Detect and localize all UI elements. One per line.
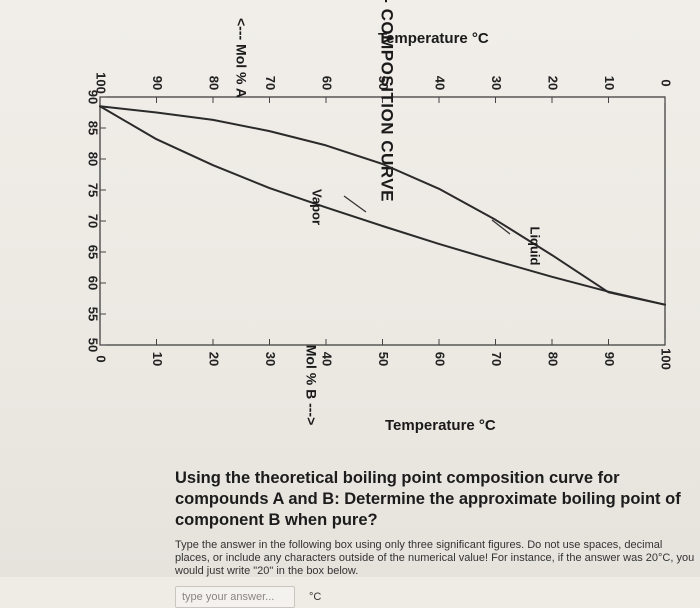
x-top-tick-label: 50 — [376, 76, 391, 90]
question-block: Using the theoretical boiling point comp… — [175, 468, 695, 608]
x-tick-label: 50 — [376, 352, 391, 366]
y-tick-label: 55 — [86, 307, 101, 321]
y-tick-label: 50 — [86, 338, 101, 352]
leader-liquid — [491, 219, 511, 235]
answer-input[interactable] — [175, 586, 295, 608]
x-tick-label: 90 — [602, 352, 617, 366]
x-top-tick-label: 100 — [94, 72, 109, 94]
x-tick-label: 80 — [546, 352, 561, 366]
y-tick-label: 60 — [86, 276, 101, 290]
series-line-vapor — [99, 105, 666, 306]
question-instructions: Type the answer in the following box usi… — [175, 539, 695, 577]
x-top-tick-label: 40 — [433, 76, 448, 90]
y-tick-label: 90 — [86, 90, 101, 104]
series-line-liquid — [99, 105, 666, 306]
x-tick-label: 70 — [489, 352, 504, 366]
y-tick-label: 85 — [86, 121, 101, 135]
x-axis-label: Mol % B ---> — [303, 345, 319, 426]
y-tick-label: 80 — [86, 152, 101, 166]
x-top-tick-label: 10 — [602, 76, 617, 90]
question-title: Using the theoretical boiling point comp… — [175, 469, 681, 529]
x-top-tick-label: 20 — [546, 76, 561, 90]
x-tick-label: 10 — [150, 352, 165, 366]
x-top-tick-label: 90 — [150, 76, 165, 90]
leader-vapor — [343, 195, 367, 213]
x-tick-label: 40 — [320, 352, 335, 366]
x-tick-label: 60 — [433, 352, 448, 366]
y-axis-label-right: Temperature °C — [385, 417, 496, 434]
chart-title: BOILING POINT - COMPOSITION CURVE — [378, 0, 397, 202]
y-tick-label: 75 — [86, 183, 101, 197]
x-top-tick-label: 30 — [489, 76, 504, 90]
x-top-tick-label: 0 — [659, 79, 674, 86]
x-top-axis-label: <--- Mol % A — [233, 18, 249, 98]
x-tick-label: 100 — [659, 348, 674, 370]
x-tick-label: 20 — [207, 352, 222, 366]
annotation-vapor: Vapor — [310, 189, 325, 225]
annotation-liquid: Liquid — [528, 227, 543, 266]
answer-row: °C — [175, 586, 695, 608]
y-axis-label: Temperature °C — [378, 30, 489, 47]
x-top-tick-label: 80 — [207, 76, 222, 90]
answer-unit: °C — [309, 591, 322, 603]
y-tick-label: 70 — [86, 214, 101, 228]
y-tick-label: 65 — [86, 245, 101, 259]
x-tick-label: 30 — [263, 352, 278, 366]
x-top-tick-label: 60 — [320, 76, 335, 90]
x-tick-label: 0 — [94, 355, 109, 362]
x-top-tick-label: 70 — [263, 76, 278, 90]
